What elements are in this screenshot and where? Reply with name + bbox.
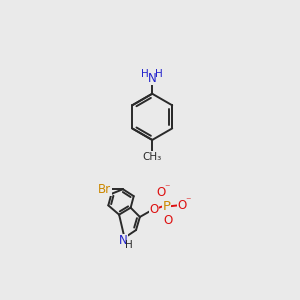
Text: O: O <box>149 203 158 216</box>
Text: O: O <box>157 186 166 199</box>
Text: ⁻: ⁻ <box>164 184 170 194</box>
Text: H: H <box>155 69 163 79</box>
Text: ⁻: ⁻ <box>186 196 191 206</box>
Text: N: N <box>118 234 127 247</box>
Text: N: N <box>148 72 157 85</box>
Text: O: O <box>164 214 173 226</box>
Text: P: P <box>163 200 171 213</box>
Text: H: H <box>125 240 133 250</box>
Text: Br: Br <box>98 183 111 196</box>
Text: H: H <box>141 69 149 79</box>
Text: O: O <box>178 199 187 212</box>
Text: CH₃: CH₃ <box>142 152 162 162</box>
